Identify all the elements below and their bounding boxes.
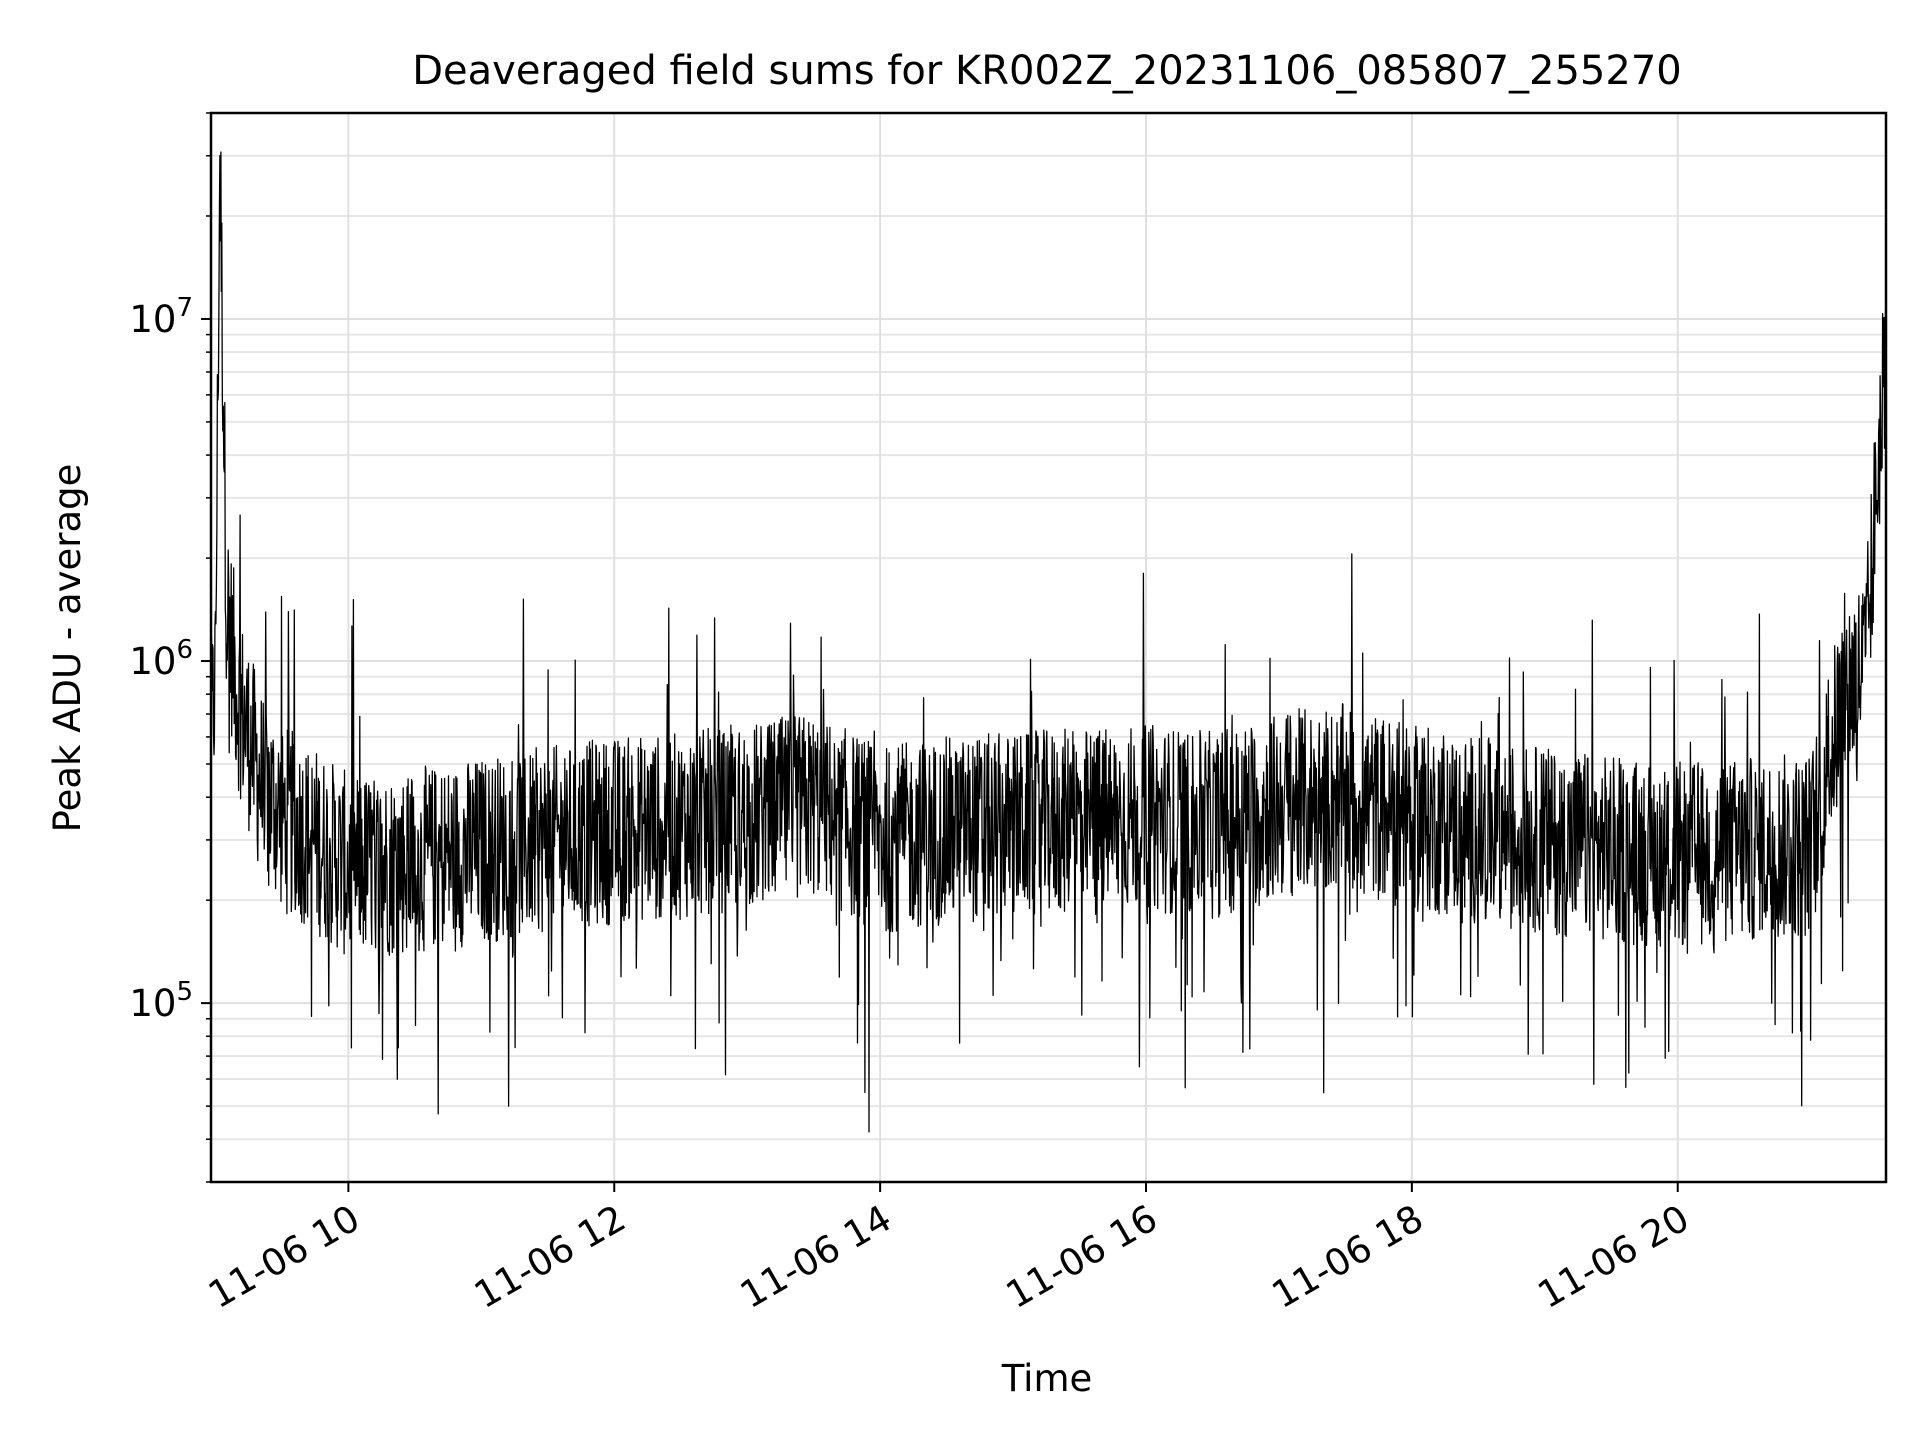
series-line bbox=[210, 151, 1887, 1133]
data-series bbox=[210, 151, 1887, 1133]
y-tick-label: 105 bbox=[129, 977, 193, 1025]
y-axis-label: Peak ADU - average bbox=[46, 464, 89, 833]
x-axis-label: Time bbox=[1001, 1357, 1093, 1400]
y-tick-label: 106 bbox=[129, 635, 193, 683]
y-tick-label: 107 bbox=[129, 293, 193, 341]
chart-title: Deaveraged field sums for KR002Z_2023110… bbox=[412, 48, 1681, 94]
plot-area-frame bbox=[209, 111, 1888, 1184]
y-axis: 105 106 107 bbox=[129, 112, 211, 1183]
